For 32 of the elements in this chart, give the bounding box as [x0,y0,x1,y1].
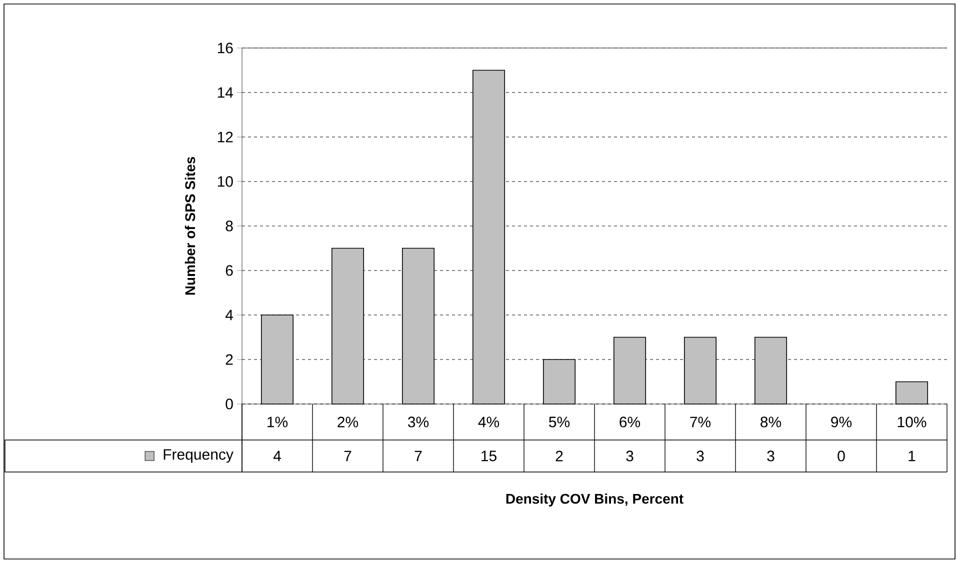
x-tick-label: 7% [690,416,711,428]
x-tick-label: 6% [620,416,640,428]
y-axis-title: Number of SPS Sites [184,156,196,295]
x-tick-label: 5% [549,416,570,428]
x-tick-label: 2% [338,416,358,428]
data-label: 3 [767,450,774,462]
data-label: 15 [482,450,496,462]
data-label: 0 [838,450,845,462]
data-label: 7 [344,450,352,462]
x-tick-label: 1% [268,416,288,428]
data-label: 3 [626,450,634,462]
y-tick-label: 0 [226,398,233,410]
x-tick-label: 8% [760,416,782,428]
y-tick-label: 8 [226,220,233,232]
data-label: 1 [908,450,916,462]
data-label: 7 [414,450,422,462]
y-tick-label: 2 [226,354,233,365]
y-tick-label: 12 [218,132,233,142]
y-tick-label: 14 [218,87,234,98]
data-label: 4 [273,450,281,462]
x-tick-label: 4% [478,416,500,428]
data-label: 3 [696,450,704,462]
data-label: 2 [556,450,563,462]
y-tick-label: 10 [218,176,233,187]
x-axis-title: Density COV Bins, Percent [506,493,684,507]
x-tick-label: 10% [898,416,926,428]
legend-label: Frequency [164,449,234,463]
x-tick-label: 9% [831,416,852,428]
y-tick-label: 16 [218,42,233,54]
y-tick-label: 4 [225,310,234,320]
y-tick-label: 6 [226,265,233,276]
x-tick-label: 3% [408,416,429,428]
